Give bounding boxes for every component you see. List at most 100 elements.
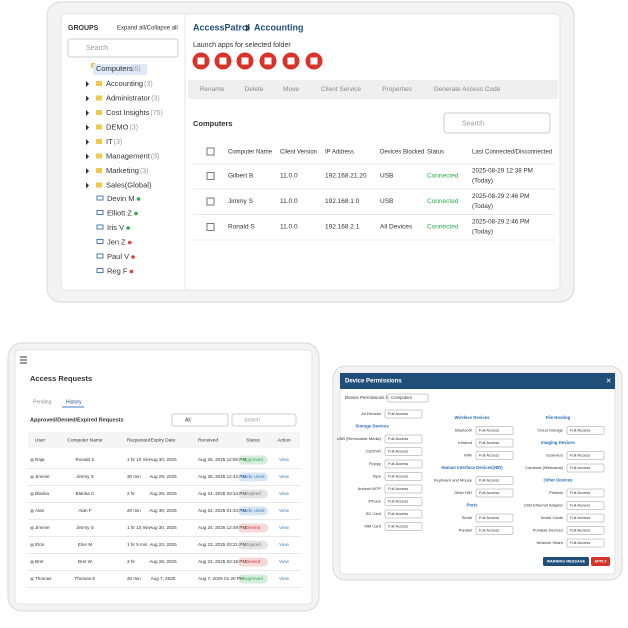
tree-item[interactable]: IT [106, 137, 113, 146]
computer-item[interactable]: Jen Z [107, 237, 126, 246]
dropdown[interactable] [384, 497, 423, 506]
status-label: Code Used [242, 508, 265, 513]
dropdown[interactable] [566, 463, 605, 473]
tree-item[interactable]: Accounting [106, 79, 143, 88]
search-box[interactable] [443, 112, 551, 134]
toolbar-button[interactable]: Client Service [321, 86, 361, 93]
status-dot [127, 240, 132, 245]
dropdown[interactable] [384, 459, 423, 469]
dropdown[interactable] [387, 393, 429, 403]
group-heading: Wireless Devices [454, 415, 490, 420]
dropdown[interactable] [566, 526, 605, 535]
computer-item[interactable]: Elliott Z [107, 208, 132, 217]
view-link[interactable]: View [279, 491, 290, 496]
user-icon [30, 560, 34, 564]
cell: Aug 24, 2025 12:49 PM [198, 525, 246, 530]
folder-icon [96, 95, 102, 101]
button[interactable] [591, 557, 610, 566]
user-icon [30, 526, 34, 530]
filter-dropdown[interactable] [171, 413, 229, 427]
search-box[interactable] [231, 413, 297, 427]
dropdown[interactable] [566, 488, 605, 498]
toolbar-button[interactable]: Rename [200, 86, 225, 93]
tree-item[interactable]: Marketing [106, 166, 139, 175]
close-icon[interactable]: × [606, 375, 611, 385]
tree-item[interactable]: Computers [96, 64, 133, 73]
dropdown[interactable] [475, 451, 514, 460]
checkbox[interactable] [206, 223, 215, 231]
dropdown[interactable] [384, 484, 423, 494]
tree-count: (3) [130, 124, 139, 131]
tree-item[interactable]: Administrator [106, 93, 151, 102]
view-link[interactable]: View [279, 457, 290, 462]
status-pill [238, 540, 268, 550]
dropdown-value: Full Access [479, 528, 499, 533]
dropdown[interactable] [475, 526, 514, 535]
column-header: Status [246, 437, 260, 443]
dropdown[interactable] [475, 426, 514, 435]
toolbar-button[interactable]: Generate Access Code [434, 86, 501, 93]
computer-item[interactable]: Iris V [107, 223, 124, 232]
dropdown[interactable] [384, 409, 423, 419]
expand-link[interactable]: Expand all/Collapse all [117, 26, 178, 32]
filter-value: All [185, 417, 191, 423]
toolbar-button[interactable]: Move [283, 86, 299, 93]
checkbox[interactable] [206, 172, 215, 180]
status-pill [238, 523, 268, 533]
device-label: USB (Removable Media) [337, 436, 382, 441]
checkbox[interactable] [206, 147, 215, 156]
dropdown-value: Full Access [570, 428, 590, 433]
view-link[interactable]: View [279, 576, 290, 581]
view-link[interactable]: View [279, 542, 290, 547]
dropdown-value: Full Access [388, 461, 408, 466]
dropdown[interactable] [475, 476, 514, 485]
tree-item[interactable]: DEMO [106, 122, 129, 131]
dropdown[interactable] [384, 472, 423, 481]
dropdown[interactable] [384, 434, 423, 444]
checkbox[interactable] [206, 197, 215, 206]
device-label: Parallel [459, 528, 472, 533]
button[interactable] [543, 557, 589, 566]
cell: Gilbert B [228, 173, 253, 180]
computer-item[interactable]: Paul V [107, 252, 129, 261]
dropdown[interactable] [566, 513, 605, 523]
tab[interactable]: Pending [33, 399, 52, 405]
dropdown[interactable] [566, 501, 605, 510]
tree-item[interactable]: Sales(Global) [106, 180, 152, 189]
search-box[interactable] [67, 38, 179, 58]
breadcrumb[interactable]: AccessPatrol [193, 22, 250, 32]
status-label: Code Used [242, 474, 265, 479]
dropdown[interactable] [566, 538, 605, 548]
dropdown[interactable] [475, 438, 514, 448]
folder-icon [96, 124, 102, 130]
expand-arrow [86, 81, 89, 87]
view-link[interactable]: View [279, 559, 290, 564]
tree-item[interactable]: Cost Insights [106, 108, 150, 117]
toolbar-button[interactable]: Properties [382, 86, 412, 93]
dropdown[interactable] [566, 426, 605, 435]
group-heading: Other Devices [544, 478, 574, 483]
dropdown[interactable] [475, 488, 514, 498]
dropdown-value: Full Access [479, 453, 499, 458]
dropdown[interactable] [384, 509, 423, 519]
view-link[interactable]: View [279, 508, 290, 513]
status-pill [238, 472, 268, 482]
folder-icon [96, 182, 102, 188]
computer-item[interactable]: Devin M [107, 194, 135, 203]
device-label: Infrared [458, 440, 472, 445]
computer-item[interactable]: Reg F [107, 266, 128, 275]
toolbar-button[interactable]: Delete [245, 86, 264, 93]
view-link[interactable]: View [279, 474, 290, 479]
view-link[interactable]: View [279, 525, 290, 530]
cell: Blanka C [76, 491, 95, 496]
dropdown-value: Full Access [388, 411, 408, 416]
cell: 2025-08-29 12:38 PM [472, 168, 533, 175]
dropdown[interactable] [475, 513, 514, 523]
tab[interactable]: History [66, 399, 82, 405]
dropdown[interactable] [566, 451, 605, 460]
tree-item[interactable]: Management [106, 151, 151, 160]
dropdown[interactable] [384, 447, 423, 456]
cell: (Today) [472, 229, 493, 236]
cell: All Devices [380, 224, 413, 231]
dropdown[interactable] [384, 522, 423, 531]
